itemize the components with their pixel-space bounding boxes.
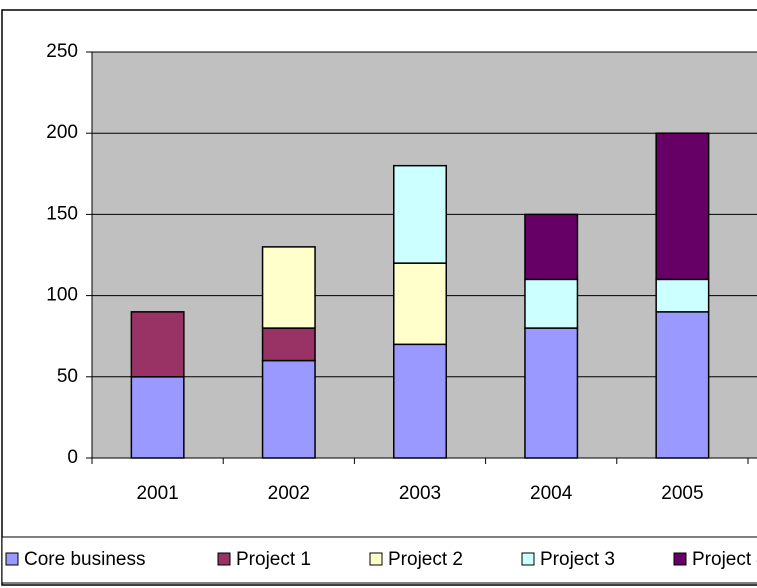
y-tick-label: 150 — [46, 203, 78, 224]
bar-segment — [655, 278, 710, 313]
y-tick-label: 50 — [57, 366, 78, 387]
bar-segment — [524, 327, 579, 459]
bar-segment — [655, 311, 710, 459]
bar-segment — [261, 359, 316, 459]
bar-segment — [524, 278, 579, 329]
bar-segment — [261, 246, 316, 329]
bar-segment — [261, 327, 316, 362]
legend-swatch — [5, 552, 19, 566]
x-tick-label: 2003 — [399, 483, 441, 504]
x-tick-label: 2005 — [661, 483, 703, 504]
y-tick-label: 0 — [67, 447, 78, 468]
legend-swatch — [369, 552, 383, 566]
bar-segment — [655, 132, 710, 281]
x-tick-label: 2001 — [136, 483, 178, 504]
y-tick-label: 100 — [46, 285, 78, 306]
x-tick-label: 2004 — [530, 483, 573, 504]
bar-segment — [130, 311, 185, 378]
legend-swatch — [673, 552, 687, 566]
legend-label: Project 1 — [236, 549, 311, 570]
bar-segment — [393, 164, 447, 264]
legend-label: Project 4 — [692, 549, 757, 570]
legend-label: Project 2 — [388, 549, 463, 570]
bar-segment — [524, 213, 579, 281]
legend-label: Project 3 — [540, 549, 615, 570]
legend-label: Core business — [24, 549, 145, 570]
bar-segment — [393, 262, 447, 346]
y-tick-label: 250 — [46, 41, 78, 62]
y-tick-label: 200 — [46, 122, 78, 143]
x-tick-label: 2002 — [268, 483, 310, 504]
bar-segment — [393, 343, 447, 459]
legend-swatch — [521, 552, 535, 566]
bar-segment — [130, 376, 185, 459]
legend-swatch — [217, 552, 231, 566]
